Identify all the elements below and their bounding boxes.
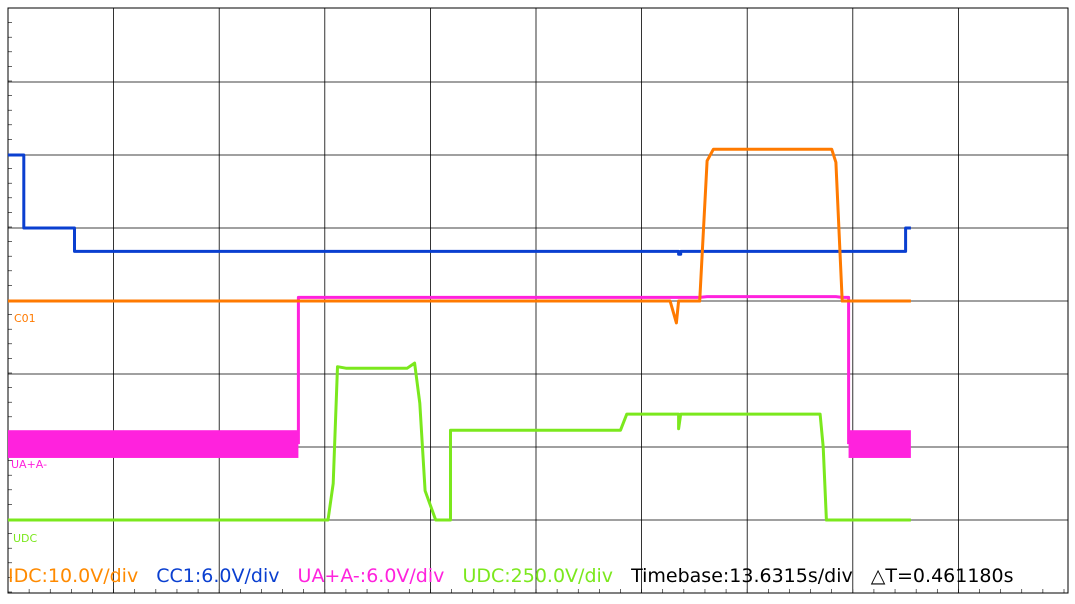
trace-udc xyxy=(8,361,911,522)
chart-traces xyxy=(8,147,911,522)
trace-label-ua-a-: UA+A- xyxy=(11,458,47,471)
trace-idc xyxy=(8,147,911,325)
trace-labels: C01 UA+A- UDC xyxy=(11,312,47,545)
legend-udc-scale: UDC:250.0V/div xyxy=(462,565,614,587)
ua-noise-band-left xyxy=(8,430,299,458)
trace-ua-a- xyxy=(296,295,851,445)
legend-timebase: Timebase:13.6315s/div xyxy=(631,565,853,587)
ua-noise-band-right xyxy=(848,430,911,458)
legend-cc1-scale: CC1:6.0V/div xyxy=(156,565,280,587)
trace-cc1 xyxy=(8,153,911,256)
legend-ua-scale: UA+A-:6.0V/div xyxy=(297,565,445,587)
trace-label-udc: UDC xyxy=(13,532,38,545)
trace-label-idc: C01 xyxy=(14,312,36,325)
legend-idc-scale: IDC:10.0V/div xyxy=(8,565,139,587)
scale-legend: IDC:10.0V/div CC1:6.0V/div UA+A-:6.0V/di… xyxy=(8,565,1026,591)
legend-delta-t: △T=0.461180s xyxy=(870,565,1014,587)
